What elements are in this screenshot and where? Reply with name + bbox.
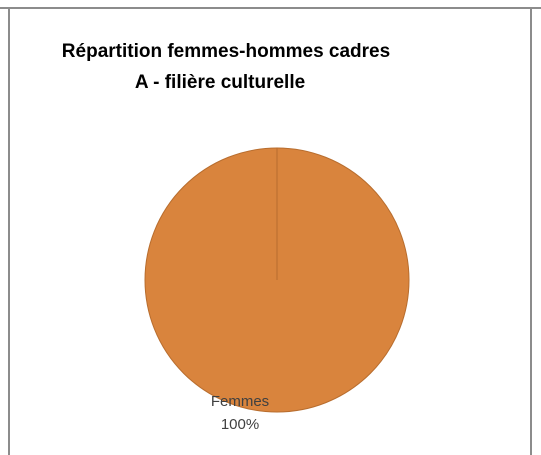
chart-title: A - filière culturelle bbox=[135, 72, 305, 93]
chart-title: Répartition femmes-hommes cadres bbox=[62, 41, 390, 62]
slice-label: Femmes bbox=[211, 393, 269, 410]
slice-value-label: 100% bbox=[221, 416, 259, 433]
